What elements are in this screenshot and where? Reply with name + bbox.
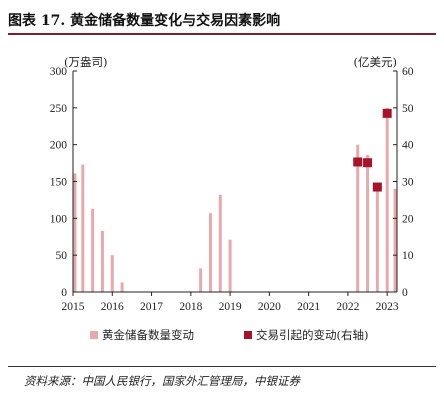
bar: [199, 268, 203, 292]
bar: [110, 255, 114, 292]
x-tick-label: 2019: [219, 301, 242, 313]
legend-label-bars: 黄金储备数量变动: [102, 328, 194, 342]
bar: [81, 164, 85, 292]
title-rule: [8, 33, 436, 35]
marker-series: [353, 108, 392, 192]
x-tick-label: 2015: [62, 301, 85, 313]
bar: [366, 154, 370, 292]
x-tick-label: 2023: [376, 301, 399, 313]
bar: [393, 188, 397, 292]
source-note: 资料来源：中国人民银行，国家外汇管理局，中银证券: [24, 374, 300, 388]
x-tick-label: 2017: [140, 301, 163, 313]
right-tick-label: 40: [402, 140, 414, 152]
right-tick-label: 10: [402, 250, 414, 262]
x-tick-label: 2021: [297, 301, 320, 313]
right-tick-label: 60: [402, 66, 414, 78]
bar: [375, 185, 379, 292]
x-tick-label: 2016: [101, 301, 124, 313]
axes: 0 50 100 150 200 250 300 0 10 20 30 40 50 60 2015 2016 2…: [50, 66, 414, 313]
right-tick-label: 0: [402, 287, 408, 299]
right-tick-label: 20: [402, 213, 414, 225]
left-axis-unit: (万盎司): [64, 55, 107, 69]
x-tick-label: 2022: [336, 301, 359, 313]
legend-label-markers: 交易引起的变动(右轴): [256, 328, 368, 342]
x-tick-label: 2018: [179, 301, 202, 313]
bar: [228, 239, 232, 292]
marker-point: [363, 158, 373, 168]
bar-series: [73, 107, 397, 292]
left-tick-label: 250: [50, 103, 68, 115]
x-tick-label: 2020: [258, 301, 281, 313]
left-tick-label: 300: [50, 66, 68, 78]
left-tick-label: 200: [50, 140, 68, 152]
legend-swatch-markers: [244, 331, 252, 339]
marker-point: [353, 157, 363, 167]
bar: [208, 213, 212, 292]
bar: [100, 230, 104, 292]
legend: 黄金储备数量变动 交易引起的变动(右轴): [90, 328, 368, 342]
source-rule: [8, 366, 436, 367]
marker-point: [372, 182, 382, 192]
bar: [120, 282, 124, 292]
right-tick-label: 30: [402, 177, 414, 189]
right-tick-label: 50: [402, 103, 414, 115]
bar: [73, 173, 77, 292]
figure-title: 图表 17. 黄金储备数量变化与交易因素影响: [8, 13, 281, 29]
left-tick-label: 150: [50, 177, 68, 189]
marker-point: [382, 108, 392, 118]
bar: [385, 107, 389, 292]
left-tick-label: 100: [50, 213, 68, 225]
legend-swatch-bars: [90, 331, 98, 339]
bar: [91, 208, 95, 292]
bar: [356, 144, 360, 292]
right-axis-unit: (亿美元): [354, 55, 397, 69]
bar: [218, 194, 222, 292]
left-tick-label: 50: [56, 250, 68, 262]
left-tick-label: 0: [61, 287, 67, 299]
